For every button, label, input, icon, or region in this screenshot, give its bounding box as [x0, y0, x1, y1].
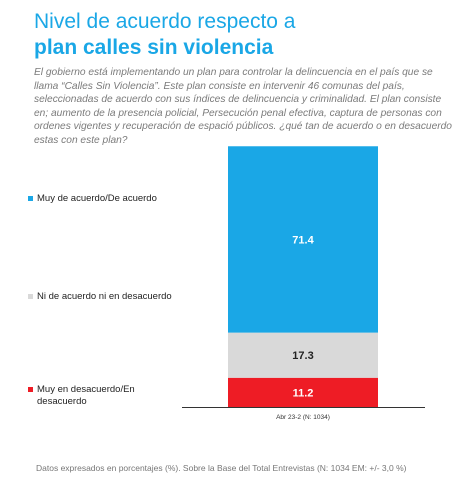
legend-label-disagree: Muy en desacuerdo/En desacuerdo	[37, 384, 135, 407]
data-label-neutral: 17.3	[292, 350, 313, 362]
bar-segment-disagree	[228, 377, 378, 407]
legend-label-neutral: Ni de acuerdo ni en desacuerdo	[37, 291, 172, 302]
legend-label-agree: Muy de acuerdo/De acuerdo	[37, 193, 157, 204]
data-label-agree: 71.4	[292, 234, 314, 246]
chart-title-line-2: plan calles sin violencia	[34, 36, 274, 59]
legend-item-disagree: Muy en desacuerdo/En desacuerdo	[28, 384, 148, 408]
survey-question: El gobierno está implementando un plan p…	[34, 67, 452, 146]
legend-swatch-neutral	[28, 294, 33, 299]
bar-segment-agree	[228, 146, 378, 333]
chart-title-line-1: Nivel de acuerdo respecto a	[34, 10, 296, 33]
legend-item-agree: Muy de acuerdo/De acuerdo	[28, 193, 157, 205]
legend-swatch-agree	[28, 196, 33, 201]
legend-item-neutral: Ni de acuerdo ni en desacuerdo	[28, 291, 172, 303]
footnote: Datos expresados en porcentajes (%). Sob…	[36, 463, 407, 473]
x-tick-label: Abr 23-2 (N: 1034)	[276, 414, 330, 421]
legend-swatch-disagree	[28, 387, 33, 392]
data-label-disagree: 11.2	[293, 387, 314, 399]
bar-segment-neutral	[228, 332, 378, 378]
